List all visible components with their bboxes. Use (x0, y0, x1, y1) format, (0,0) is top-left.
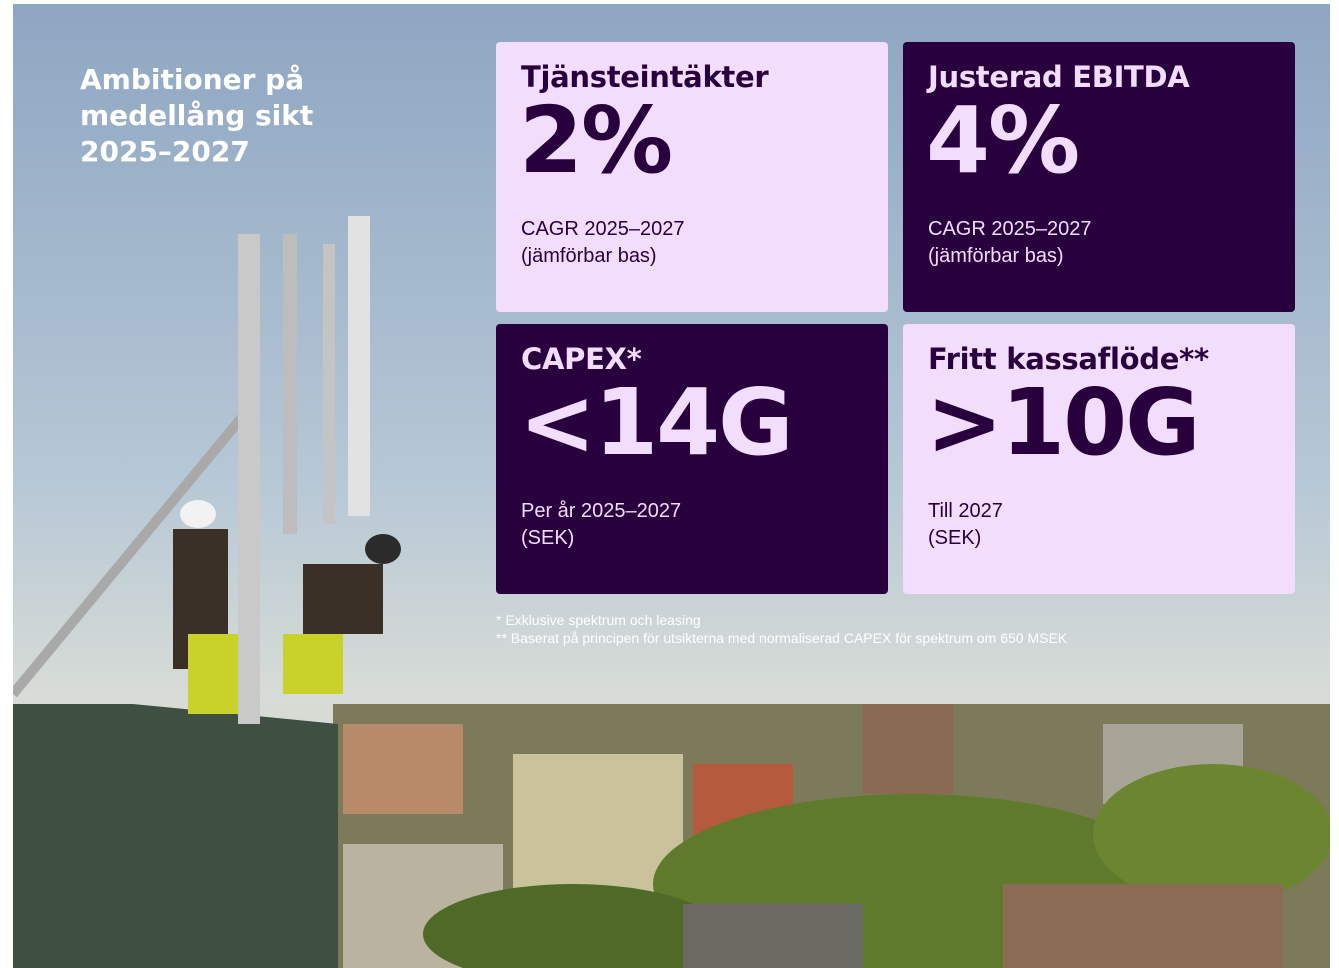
footnote: * Exklusive spektrum och leasing (496, 611, 1067, 629)
card-value: >10G (926, 370, 1295, 476)
card-value: <14G (519, 370, 888, 476)
card-note: Till 2027 (928, 498, 1003, 525)
title-line: medellång sikt (80, 98, 313, 134)
kpi-card: CAPEX* <14G Per år 2025–2027(SEK) (496, 324, 888, 594)
page: Ambitioner på medellång sikt 2025–2027 T… (0, 0, 1339, 968)
card-note: CAGR 2025–2027 (521, 216, 684, 243)
card-value: 2% (519, 88, 888, 194)
footnote: ** Baserat på principen för utsikterna m… (496, 629, 1067, 647)
title-line: Ambitioner på (80, 62, 313, 98)
kpi-card: Fritt kassaflöde** >10G Till 2027(SEK) (903, 324, 1295, 594)
card-note: (SEK) (521, 525, 681, 552)
card-note: (SEK) (928, 525, 1003, 552)
kpi-card: Tjänsteintäkter 2% CAGR 2025–2027(jämför… (496, 42, 888, 312)
title-line: 2025–2027 (80, 134, 313, 170)
card-note: (jämförbar bas) (928, 243, 1091, 270)
card-note: CAGR 2025–2027 (928, 216, 1091, 243)
card-note: Per år 2025–2027 (521, 498, 681, 525)
card-note: (jämförbar bas) (521, 243, 684, 270)
title: Ambitioner på medellång sikt 2025–2027 (80, 62, 313, 170)
kpi-card: Justerad EBITDA 4% CAGR 2025–2027(jämför… (903, 42, 1295, 312)
card-value: 4% (926, 88, 1295, 194)
footnotes: * Exklusive spektrum och leasing ** Base… (496, 611, 1067, 647)
